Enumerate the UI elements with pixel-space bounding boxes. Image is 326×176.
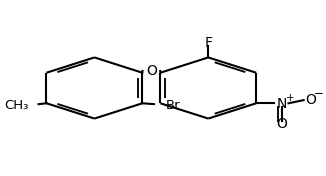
Text: Br: Br [166, 99, 181, 112]
Text: O: O [277, 117, 288, 131]
Text: −: − [314, 87, 324, 100]
Text: F: F [204, 36, 212, 50]
Text: O: O [305, 93, 316, 107]
Text: CH₃: CH₃ [5, 99, 29, 112]
Text: O: O [146, 64, 157, 78]
Text: +: + [286, 93, 294, 102]
Text: N: N [277, 97, 287, 111]
